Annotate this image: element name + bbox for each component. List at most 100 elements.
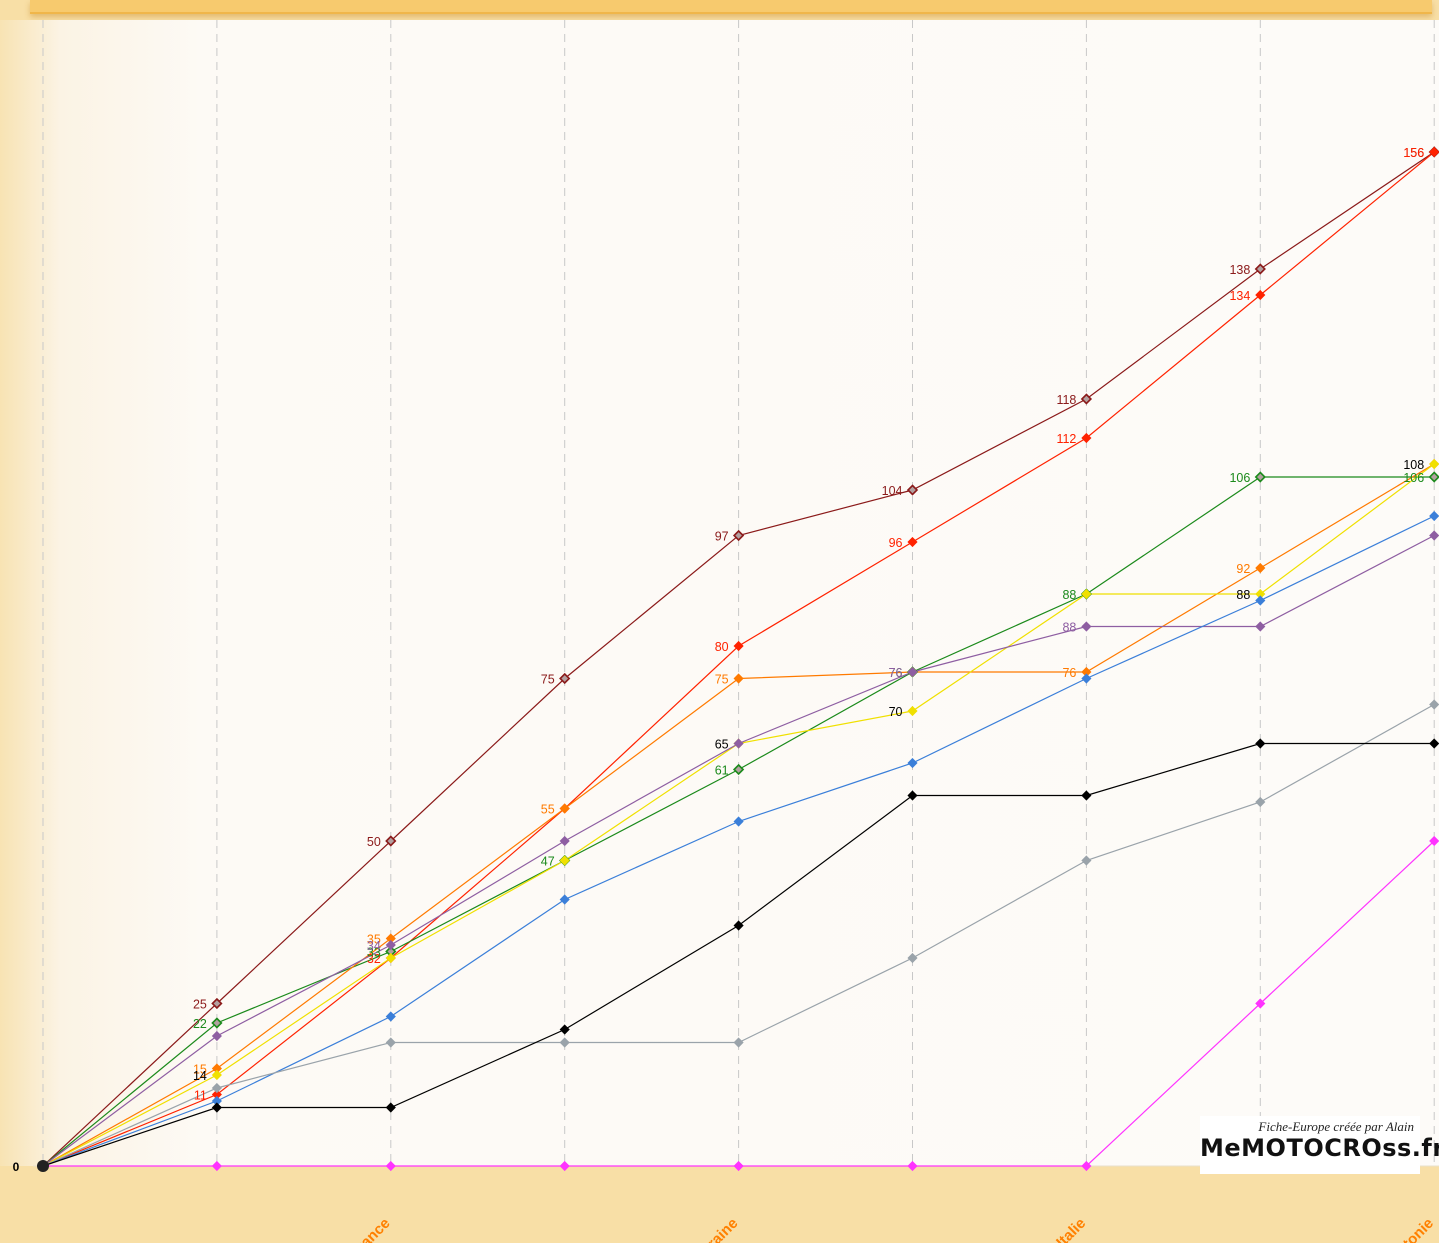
data-point [907, 952, 918, 964]
data-label: 14 [193, 1069, 207, 1083]
data-label: 138 [1229, 263, 1250, 277]
data-point [907, 705, 918, 717]
data-point [1081, 621, 1092, 632]
data-label: 15 [193, 1063, 207, 1077]
data-point [1255, 621, 1266, 632]
data-point [1429, 146, 1439, 158]
data-label: 33 [367, 946, 381, 960]
data-label: 65 [715, 738, 729, 752]
data-label: 112 [1056, 432, 1076, 446]
data-labels: 2550759710411813815611328096112134156223… [193, 146, 1424, 1103]
data-label: 11 [194, 1089, 207, 1103]
data-point [1255, 998, 1266, 1009]
data-label: 134 [1229, 289, 1250, 303]
data-label: 76 [889, 666, 903, 680]
data-label: 88 [1062, 621, 1076, 635]
data-label: 61 [715, 764, 729, 778]
origin-point [37, 1160, 49, 1172]
data-point [732, 529, 745, 542]
data-point [559, 672, 571, 685]
data-label: 47 [541, 855, 555, 869]
data-point [1080, 393, 1093, 405]
data-point [211, 1017, 223, 1029]
data-point [907, 536, 918, 548]
data-point [733, 1037, 744, 1048]
data-point [1254, 263, 1266, 275]
top-banner [30, 0, 1432, 14]
data-point [559, 1024, 570, 1035]
data-point [385, 1011, 396, 1022]
data-point [385, 939, 396, 951]
data-label: 118 [1056, 393, 1076, 407]
data-point [1255, 289, 1266, 301]
data-point [1254, 471, 1266, 483]
data-point [385, 835, 397, 847]
data-point [211, 1030, 222, 1042]
data-label: 34 [367, 939, 381, 953]
data-point [1255, 562, 1266, 574]
data-label: 76 [889, 666, 903, 680]
data-point [559, 855, 570, 866]
data-point [385, 952, 396, 964]
data-point [211, 1160, 222, 1172]
data-label: 106 [1229, 471, 1250, 485]
credit-box: Fiche-Europe créée par Alain MeMOTOCROss… [1200, 1116, 1439, 1174]
data-point [733, 738, 744, 749]
series-layer [37, 146, 1439, 1172]
data-point [211, 1082, 222, 1094]
data-point [1081, 432, 1092, 444]
grid-lines [33, 20, 1439, 1167]
data-point [559, 803, 570, 814]
plot-area [0, 20, 1439, 1166]
data-point [559, 835, 570, 847]
data-point [907, 666, 918, 678]
origin-label: 0 [13, 1160, 20, 1174]
data-point [211, 997, 223, 1010]
data-label: 104 [882, 484, 903, 498]
data-point [1429, 738, 1439, 749]
data-label: 88 [1236, 588, 1250, 602]
data-label: 97 [715, 530, 729, 544]
data-point [211, 1069, 222, 1081]
data-point [559, 1037, 570, 1048]
data-point [732, 763, 745, 776]
data-point [1081, 790, 1092, 801]
data-point [559, 894, 570, 905]
data-point [1255, 738, 1266, 749]
data-label: 76 [1062, 666, 1076, 680]
data-label: 108 [1403, 458, 1424, 472]
credit-text: Fiche-Europe créée par Alain [1258, 1119, 1414, 1134]
data-label: 88 [1062, 588, 1076, 602]
data-label: 35 [367, 933, 381, 947]
site-logo: MeMOTOCROss.fr [1200, 1134, 1439, 1162]
data-label: 80 [715, 640, 729, 654]
x-tick-label: Italie [1053, 1215, 1089, 1243]
data-point [733, 673, 744, 684]
data-point [733, 816, 744, 827]
data-label: 22 [193, 1017, 207, 1031]
data-point [559, 1160, 570, 1172]
data-point [1429, 835, 1439, 847]
data-label: 96 [889, 536, 903, 550]
data-point [907, 1160, 918, 1172]
data-label: 32 [367, 952, 381, 966]
data-label: 75 [715, 673, 729, 687]
data-point [906, 484, 919, 496]
data-label: 50 [367, 835, 381, 849]
data-point [1081, 1160, 1092, 1172]
data-label: 106 [1403, 471, 1424, 485]
data-point [1255, 796, 1266, 808]
x-tick-label: Ukraine [690, 1215, 741, 1243]
data-point [1429, 458, 1439, 470]
data-label: 25 [193, 998, 207, 1012]
data-label: 55 [541, 803, 555, 817]
data-label: 75 [541, 673, 555, 687]
data-point [1429, 510, 1439, 522]
data-point [733, 920, 744, 931]
data-point [733, 640, 744, 652]
data-label: 156 [1403, 146, 1424, 160]
data-point [907, 757, 918, 769]
data-point [1429, 530, 1439, 541]
data-point [1255, 595, 1266, 606]
